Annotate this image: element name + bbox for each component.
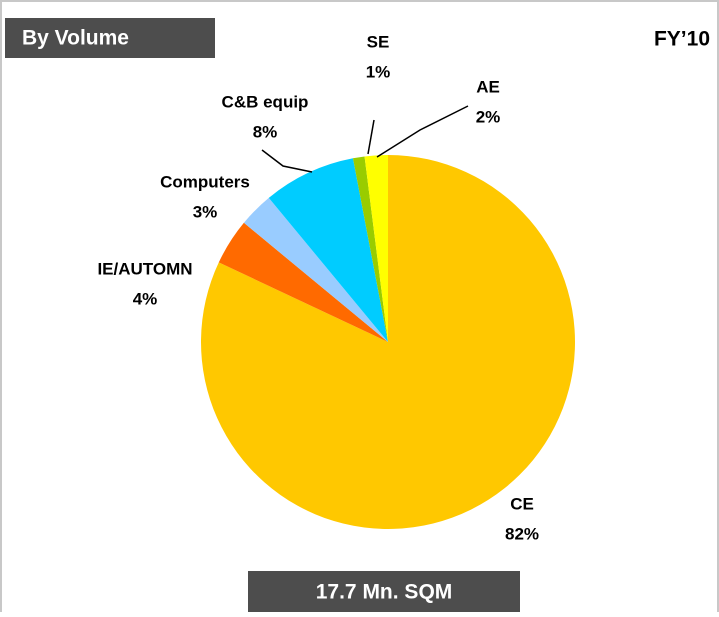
slice-value: 2% <box>476 107 501 126</box>
slice-label: CE <box>510 494 534 513</box>
slice-value: 1% <box>366 62 391 81</box>
pie-slice <box>352 156 388 342</box>
slice-value: 8% <box>253 122 278 141</box>
pie-slice <box>201 155 576 530</box>
pie-slice <box>268 158 388 342</box>
slice-label: IE/AUTOMN <box>97 259 192 278</box>
slice-label: C&B equip <box>222 92 309 111</box>
slice-label: SE <box>367 32 390 51</box>
chart-title: By Volume <box>22 27 129 50</box>
total-box <box>248 571 520 612</box>
leader-line <box>367 119 375 155</box>
total-label: 17.7 Mn. SQM <box>316 581 453 604</box>
leader-line <box>261 149 313 173</box>
pie-slice <box>218 222 388 342</box>
title-box <box>5 18 215 58</box>
pie-slice <box>364 155 388 342</box>
leader-line <box>376 105 469 158</box>
slice-value: 82% <box>505 524 539 543</box>
slice-label: AE <box>476 77 500 96</box>
slice-value: 3% <box>193 202 218 221</box>
slice-label: Computers <box>160 172 250 191</box>
slice-value: 4% <box>133 289 158 308</box>
pie-slice <box>243 197 388 342</box>
period-label: FY’10 <box>654 28 710 51</box>
